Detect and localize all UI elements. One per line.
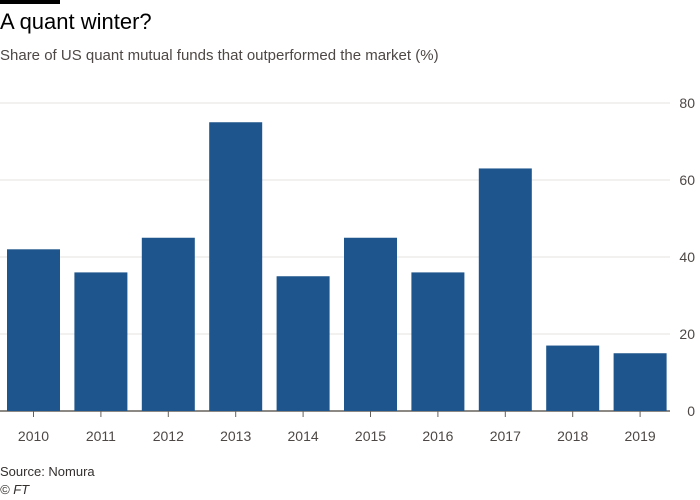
x-tick-label: 2010 xyxy=(18,428,49,444)
header-rule xyxy=(0,0,60,4)
x-tick-label: 2018 xyxy=(557,428,588,444)
y-tick-label: 80 xyxy=(679,95,695,111)
bar-2019 xyxy=(613,353,667,411)
bar-2012 xyxy=(141,237,195,411)
bar-2018 xyxy=(546,345,600,411)
chart-title: A quant winter? xyxy=(0,9,152,34)
copyright-credit: © FT xyxy=(0,482,30,497)
y-axis-ticks: 0 20 40 60 80 xyxy=(679,95,695,419)
x-tick-label: 2011 xyxy=(86,428,116,444)
source-note: Source: Nomura xyxy=(0,464,95,479)
bar-2016 xyxy=(411,272,465,411)
y-tick-label: 40 xyxy=(679,249,695,265)
bars xyxy=(7,122,667,411)
x-tick-label: 2017 xyxy=(490,428,521,444)
bar-2013 xyxy=(209,122,263,411)
x-tick-label: 2012 xyxy=(153,428,184,444)
x-tick-label: 2015 xyxy=(355,428,386,444)
bar-2010 xyxy=(7,249,60,411)
x-tick-label: 2019 xyxy=(625,428,656,444)
x-tick-label: 2013 xyxy=(220,428,251,444)
bar-2015 xyxy=(344,237,397,411)
bar-2017 xyxy=(478,168,532,411)
y-tick-label: 60 xyxy=(679,172,695,188)
bar-2011 xyxy=(74,272,128,411)
chart-subtitle: Share of US quant mutual funds that outp… xyxy=(0,47,439,64)
y-tick-label: 0 xyxy=(687,403,695,419)
x-tick-label: 2016 xyxy=(422,428,453,444)
bar-2014 xyxy=(276,276,330,411)
x-tick-label: 2014 xyxy=(288,428,319,444)
y-tick-label: 20 xyxy=(679,326,695,342)
x-axis-ticks: 2010 2011 2012 2013 2014 2015 2016 2017 2018 2019 xyxy=(18,411,656,444)
